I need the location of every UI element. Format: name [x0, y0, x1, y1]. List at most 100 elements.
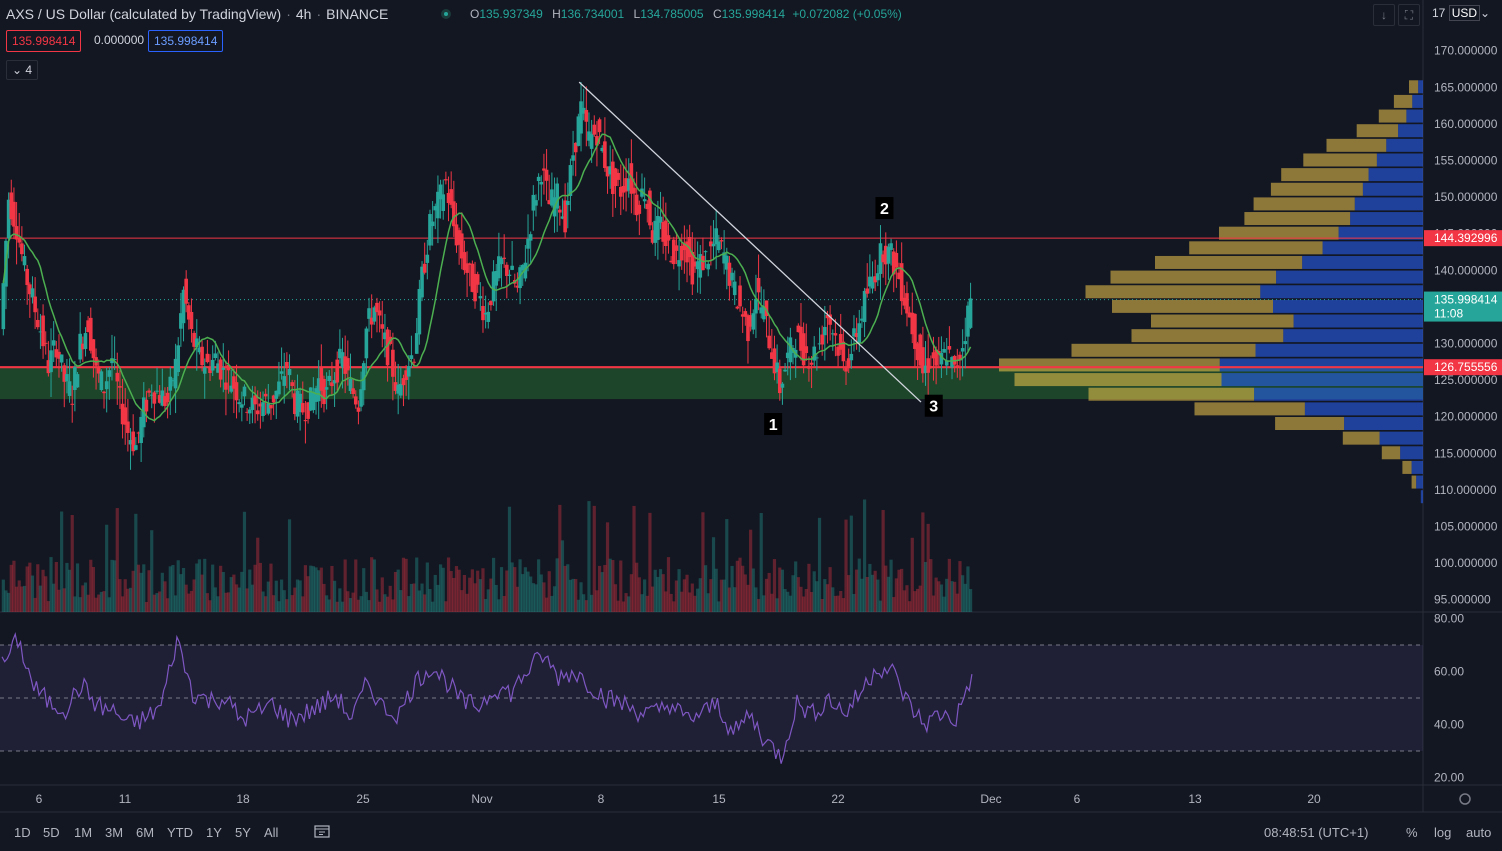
range-button[interactable]: 5D: [43, 825, 60, 840]
gear-icon: [1459, 793, 1471, 805]
volume-bar: [54, 561, 58, 612]
volume-profile-bar: [1112, 299, 1273, 313]
calendar-icon[interactable]: [314, 824, 330, 838]
auto-scale-button[interactable]: auto: [1466, 825, 1492, 840]
volume-bar: [189, 590, 194, 612]
candle-body: [595, 136, 599, 146]
candle-body: [685, 241, 689, 263]
candle-body: [12, 201, 16, 227]
volume-bar: [4, 590, 8, 612]
range-button[interactable]: 5Y: [235, 825, 251, 840]
volume-bar: [425, 562, 429, 612]
range-button[interactable]: 1Y: [206, 825, 222, 840]
symbol-title[interactable]: AXS / US Dollar (calculated by TradingVi…: [6, 6, 282, 22]
volume-bar: [173, 595, 178, 612]
volume-bar: [908, 601, 912, 612]
volume-bar: [921, 512, 925, 612]
candle-body: [746, 315, 750, 342]
volume-bar: [945, 578, 949, 612]
candle-body: [110, 358, 114, 364]
candle-body: [618, 186, 623, 197]
range-button[interactable]: 1D: [14, 825, 31, 840]
symbol-header[interactable]: AXS / US Dollar (calculated by TradingVi…: [6, 6, 389, 22]
candle-body: [96, 366, 101, 374]
volume-bar: [741, 565, 745, 612]
log-scale-button[interactable]: log: [1434, 825, 1452, 840]
clock-label[interactable]: 08:48:51 (UTC+1): [1264, 825, 1369, 840]
candle-body: [743, 311, 748, 317]
candle-body: [393, 382, 398, 391]
volume-bar: [865, 576, 869, 612]
range-button[interactable]: 1M: [74, 825, 93, 840]
volume-profile-bar: [1270, 182, 1363, 196]
volume-bar: [452, 577, 456, 612]
candle-body: [764, 300, 769, 317]
candle-body: [828, 314, 832, 325]
indicators-toggle[interactable]: ⌄ 4: [6, 60, 38, 80]
volume-bar: [852, 593, 856, 612]
volume-profile-bar: [1411, 475, 1417, 489]
volume-bar: [847, 575, 851, 612]
volume-bar: [396, 569, 400, 612]
fullscreen-icon[interactable]: ⛶: [1398, 4, 1420, 26]
range-button[interactable]: YTD: [167, 825, 193, 840]
volume-profile-bar: [1350, 212, 1423, 226]
range-button[interactable]: 6M: [136, 825, 155, 840]
volume-bar: [91, 567, 96, 612]
volume-bar: [351, 592, 355, 612]
candle-body: [812, 346, 817, 361]
candle-body: [870, 276, 875, 289]
candle-body: [30, 288, 35, 298]
candle-body: [825, 315, 830, 319]
candle-body: [605, 166, 610, 177]
volume-bar: [240, 571, 244, 612]
volume-bar: [113, 560, 117, 612]
volume-bar: [12, 560, 16, 612]
candle-body: [783, 369, 787, 372]
candle-body: [706, 263, 711, 270]
volume-profile-bar: [1368, 168, 1423, 182]
candle-body: [470, 263, 475, 292]
sell-price-button[interactable]: 135.998414: [6, 30, 82, 52]
volume-bar: [661, 574, 665, 612]
candle-body: [690, 251, 695, 285]
candle-body: [494, 271, 499, 286]
range-button[interactable]: All: [264, 825, 279, 840]
candle-body: [958, 354, 962, 361]
volume-bar: [600, 572, 604, 612]
volume-bar: [160, 572, 164, 612]
volume-bar: [767, 572, 771, 612]
candle-body: [436, 191, 440, 219]
volume-profile-bar: [1244, 212, 1351, 226]
volume-bar: [65, 562, 69, 612]
interval-label[interactable]: 4h: [295, 6, 312, 22]
x-tick-label: 6: [1074, 792, 1081, 806]
volume-bar: [28, 562, 32, 612]
volume-bar: [152, 594, 156, 612]
range-button[interactable]: 3M: [105, 825, 124, 840]
volume-bar: [454, 566, 459, 612]
volume-bar: [576, 599, 580, 612]
volume-bar: [78, 597, 82, 612]
volume-profile-bar: [1302, 255, 1423, 269]
candle-body: [939, 353, 944, 365]
close-value: 135.998414: [721, 7, 786, 21]
currency-selector[interactable]: 17 USD ⌄: [1432, 5, 1491, 21]
buy-price-button[interactable]: 135.998414: [148, 30, 224, 52]
volume-bar: [57, 589, 61, 612]
candle-body: [1, 283, 6, 330]
percent-scale-button[interactable]: %: [1406, 825, 1418, 840]
volume-bar: [282, 590, 286, 612]
candle-body: [261, 402, 265, 416]
candle-body: [314, 388, 318, 402]
volume-profile-bar: [1376, 153, 1423, 167]
volume-bar: [868, 563, 872, 612]
candle-body: [348, 378, 353, 392]
volume-bar: [415, 557, 419, 612]
volume-bar: [844, 519, 848, 612]
volume-profile-bar: [1293, 314, 1423, 328]
candle-body: [171, 380, 175, 382]
volume-bar: [346, 591, 350, 612]
download-arrow-icon[interactable]: ↓: [1373, 4, 1395, 26]
